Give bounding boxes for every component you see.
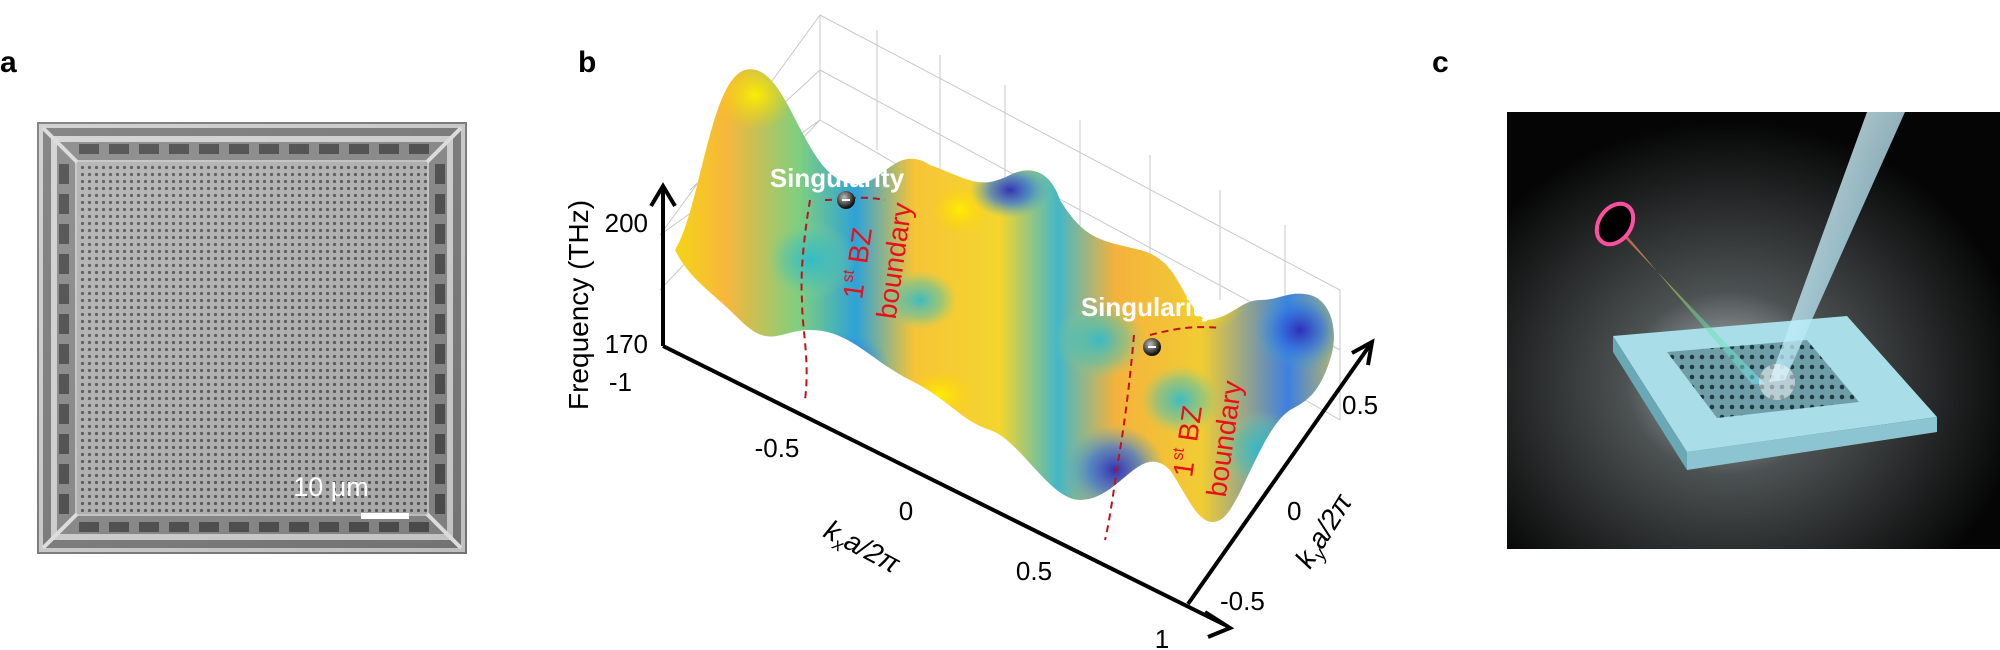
- panel-c-label: c: [1432, 46, 1449, 79]
- scale-bar: [361, 513, 409, 519]
- scale-bar-label: 10 μm: [293, 472, 369, 502]
- z-axis-label: Frequency (THz): [563, 200, 594, 410]
- singularity-label-2: Singularity: [1081, 292, 1216, 322]
- y-tick-0: 0: [1287, 496, 1301, 526]
- y-tick-neg05: -0.5: [1220, 586, 1265, 616]
- axes: [649, 182, 1375, 639]
- x-axis-label: kxa/2π: [817, 514, 906, 583]
- bz-boundary-line-2: [1104, 334, 1135, 541]
- svg-text:1st BZ: 1st BZ: [837, 226, 878, 301]
- x-tick-1: 1: [1155, 624, 1169, 650]
- vortex-ring: [1594, 201, 1636, 247]
- bz-boundary-line-1: [800, 199, 811, 401]
- panel-b-label: b: [578, 46, 597, 79]
- sem-image: 10 μm: [37, 122, 467, 554]
- y-tick-05: 0.5: [1342, 390, 1378, 420]
- singularity-label-1: Singularity: [770, 163, 905, 193]
- x-tick-neg1: -1: [609, 367, 632, 397]
- panel-a-label: a: [0, 46, 17, 79]
- incident-beam: [1769, 112, 1905, 382]
- x-tick-0: 0: [899, 496, 913, 526]
- svg-text:kxa/2π: kxa/2π: [817, 514, 906, 583]
- device-illustration: [1507, 112, 2000, 549]
- z-tick-200: 200: [605, 208, 648, 238]
- x-tick-neg05: -0.5: [755, 433, 800, 463]
- band-surface: [675, 69, 1334, 522]
- band-surface-plot: Singularity Singularity 1st BZ boundary …: [563, 14, 1378, 650]
- x-tick-05: 0.5: [1016, 556, 1052, 586]
- svg-text:1st BZ: 1st BZ: [1167, 404, 1208, 479]
- z-tick-170: 170: [605, 329, 648, 359]
